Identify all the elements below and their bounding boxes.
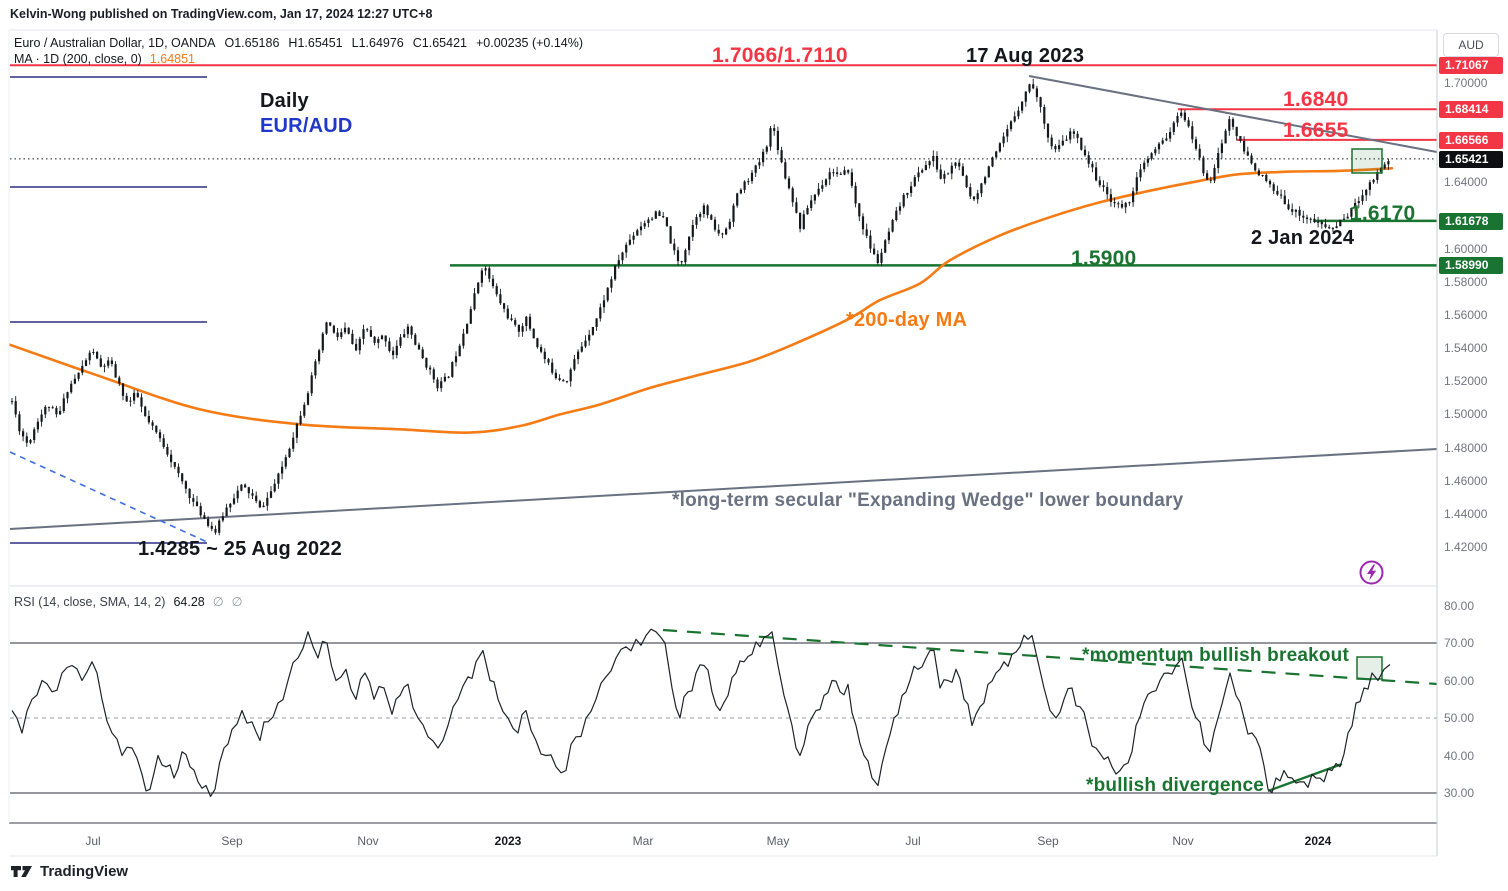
price-level-badge: 1.65421: [1439, 150, 1503, 168]
open-value: 1.65186: [234, 36, 280, 50]
price-tick-label: 1.54000: [1444, 341, 1488, 355]
tradingview-logo: [11, 866, 32, 877]
chart-annotation: *momentum bullish breakout: [1082, 645, 1350, 666]
currency-toggle-button[interactable]: AUD: [1443, 33, 1499, 57]
time-axis-label: Jul: [85, 834, 101, 848]
price-tick-label: 1.48000: [1444, 441, 1488, 455]
ma-label: MA · 1D (200, close, 0): [14, 52, 142, 66]
price-level-badge: 1.66566: [1439, 131, 1503, 149]
chart-annotation: *200-day MA: [846, 309, 968, 331]
price-tick-label: 1.58000: [1444, 275, 1488, 289]
price-tick-label: 1.56000: [1444, 308, 1488, 322]
high-value: 1.65451: [297, 36, 343, 50]
rsi-label: RSI (14, close, SMA, 14, 2): [14, 595, 166, 609]
price-tick-label: 1.64000: [1444, 175, 1488, 189]
change-value: +0.00235 (+0.14%): [475, 36, 584, 50]
price-level-badge: 1.68414: [1439, 100, 1503, 118]
open-label: O: [224, 36, 235, 50]
time-axis-label: Sep: [1037, 834, 1059, 848]
rsi-legend: RSI (14, close, SMA, 14, 2) 64.28 ∅ ∅: [14, 594, 243, 609]
chart-annotation: 2 Jan 2024: [1251, 227, 1355, 249]
lightning-icon: [1359, 560, 1384, 585]
price-tick-label: 1.52000: [1444, 374, 1488, 388]
symbol-legend: Euro / Australian Dollar, 1D, OANDA O1.65…: [14, 36, 583, 50]
chart-annotation: Daily: [260, 90, 309, 112]
low-label: L: [351, 36, 359, 50]
time-axis-label: 2024: [1304, 834, 1332, 848]
ma-legend: MA · 1D (200, close, 0) 1.64851: [14, 52, 195, 66]
low-value: 1.64976: [358, 36, 404, 50]
quick-trade-button[interactable]: [1357, 558, 1386, 587]
time-axis-label: Mar: [632, 834, 654, 848]
high-label: H: [288, 36, 298, 50]
close-label: C: [412, 36, 422, 50]
chart-annotation: 1.5900: [1071, 247, 1137, 270]
time-axis-label: 2023: [494, 834, 522, 848]
price-level-badge: 1.61678: [1439, 212, 1503, 230]
chart-annotation: 1.6170: [1350, 202, 1416, 225]
rsi-tick-label: 50.00: [1444, 711, 1475, 725]
price-tick-label: 1.46000: [1444, 474, 1488, 488]
time-axis-label: Nov: [357, 834, 379, 848]
rsi-tick-label: 70.00: [1444, 636, 1475, 650]
rsi-empty-1: ∅: [212, 595, 224, 609]
price-level-badge: 1.71067: [1439, 56, 1503, 74]
price-tick-label: 1.42000: [1444, 540, 1488, 554]
rsi-empty-2: ∅: [231, 595, 243, 609]
chart-annotation: 1.4285 ~ 25 Aug 2022: [138, 538, 342, 560]
chart-annotation: 1.6840: [1283, 88, 1349, 111]
time-axis-label: Nov: [1172, 834, 1194, 848]
symbol-title: Euro / Australian Dollar, 1D, OANDA: [14, 36, 216, 50]
price-tick-label: 1.50000: [1444, 407, 1488, 421]
time-axis-label: Sep: [221, 834, 243, 848]
chart-annotation: *bullish divergence: [1086, 775, 1265, 796]
chart-annotation: *long-term secular "Expanding Wedge" low…: [672, 490, 1184, 511]
brand-name: TradingView: [40, 863, 129, 880]
chart-annotation: 1.7066/1.7110: [712, 44, 848, 67]
chart-annotation: EUR/AUD: [260, 115, 353, 137]
ma-value: 1.64851: [149, 52, 196, 66]
close-value: 1.65421: [421, 36, 467, 50]
time-axis-label: May: [766, 834, 790, 848]
rsi-tick-label: 80.00: [1444, 599, 1475, 613]
chart-annotation: 1.6655: [1283, 119, 1349, 142]
price-tick-label: 1.70000: [1444, 76, 1488, 90]
rsi-tick-label: 40.00: [1444, 749, 1475, 763]
price-level-badge: 1.58990: [1439, 256, 1503, 274]
price-tick-label: 1.44000: [1444, 507, 1488, 521]
rsi-value: 64.28: [173, 595, 205, 609]
footer-brand[interactable]: TradingView: [11, 863, 128, 880]
chart-annotation: 17 Aug 2023: [966, 45, 1085, 67]
time-axis-label: Jul: [905, 834, 921, 848]
rsi-tick-label: 60.00: [1444, 674, 1475, 688]
rsi-tick-label: 30.00: [1444, 786, 1475, 800]
price-tick-label: 1.60000: [1444, 242, 1488, 256]
publisher-line: Kelvin-Wong published on TradingView.com…: [10, 7, 433, 21]
